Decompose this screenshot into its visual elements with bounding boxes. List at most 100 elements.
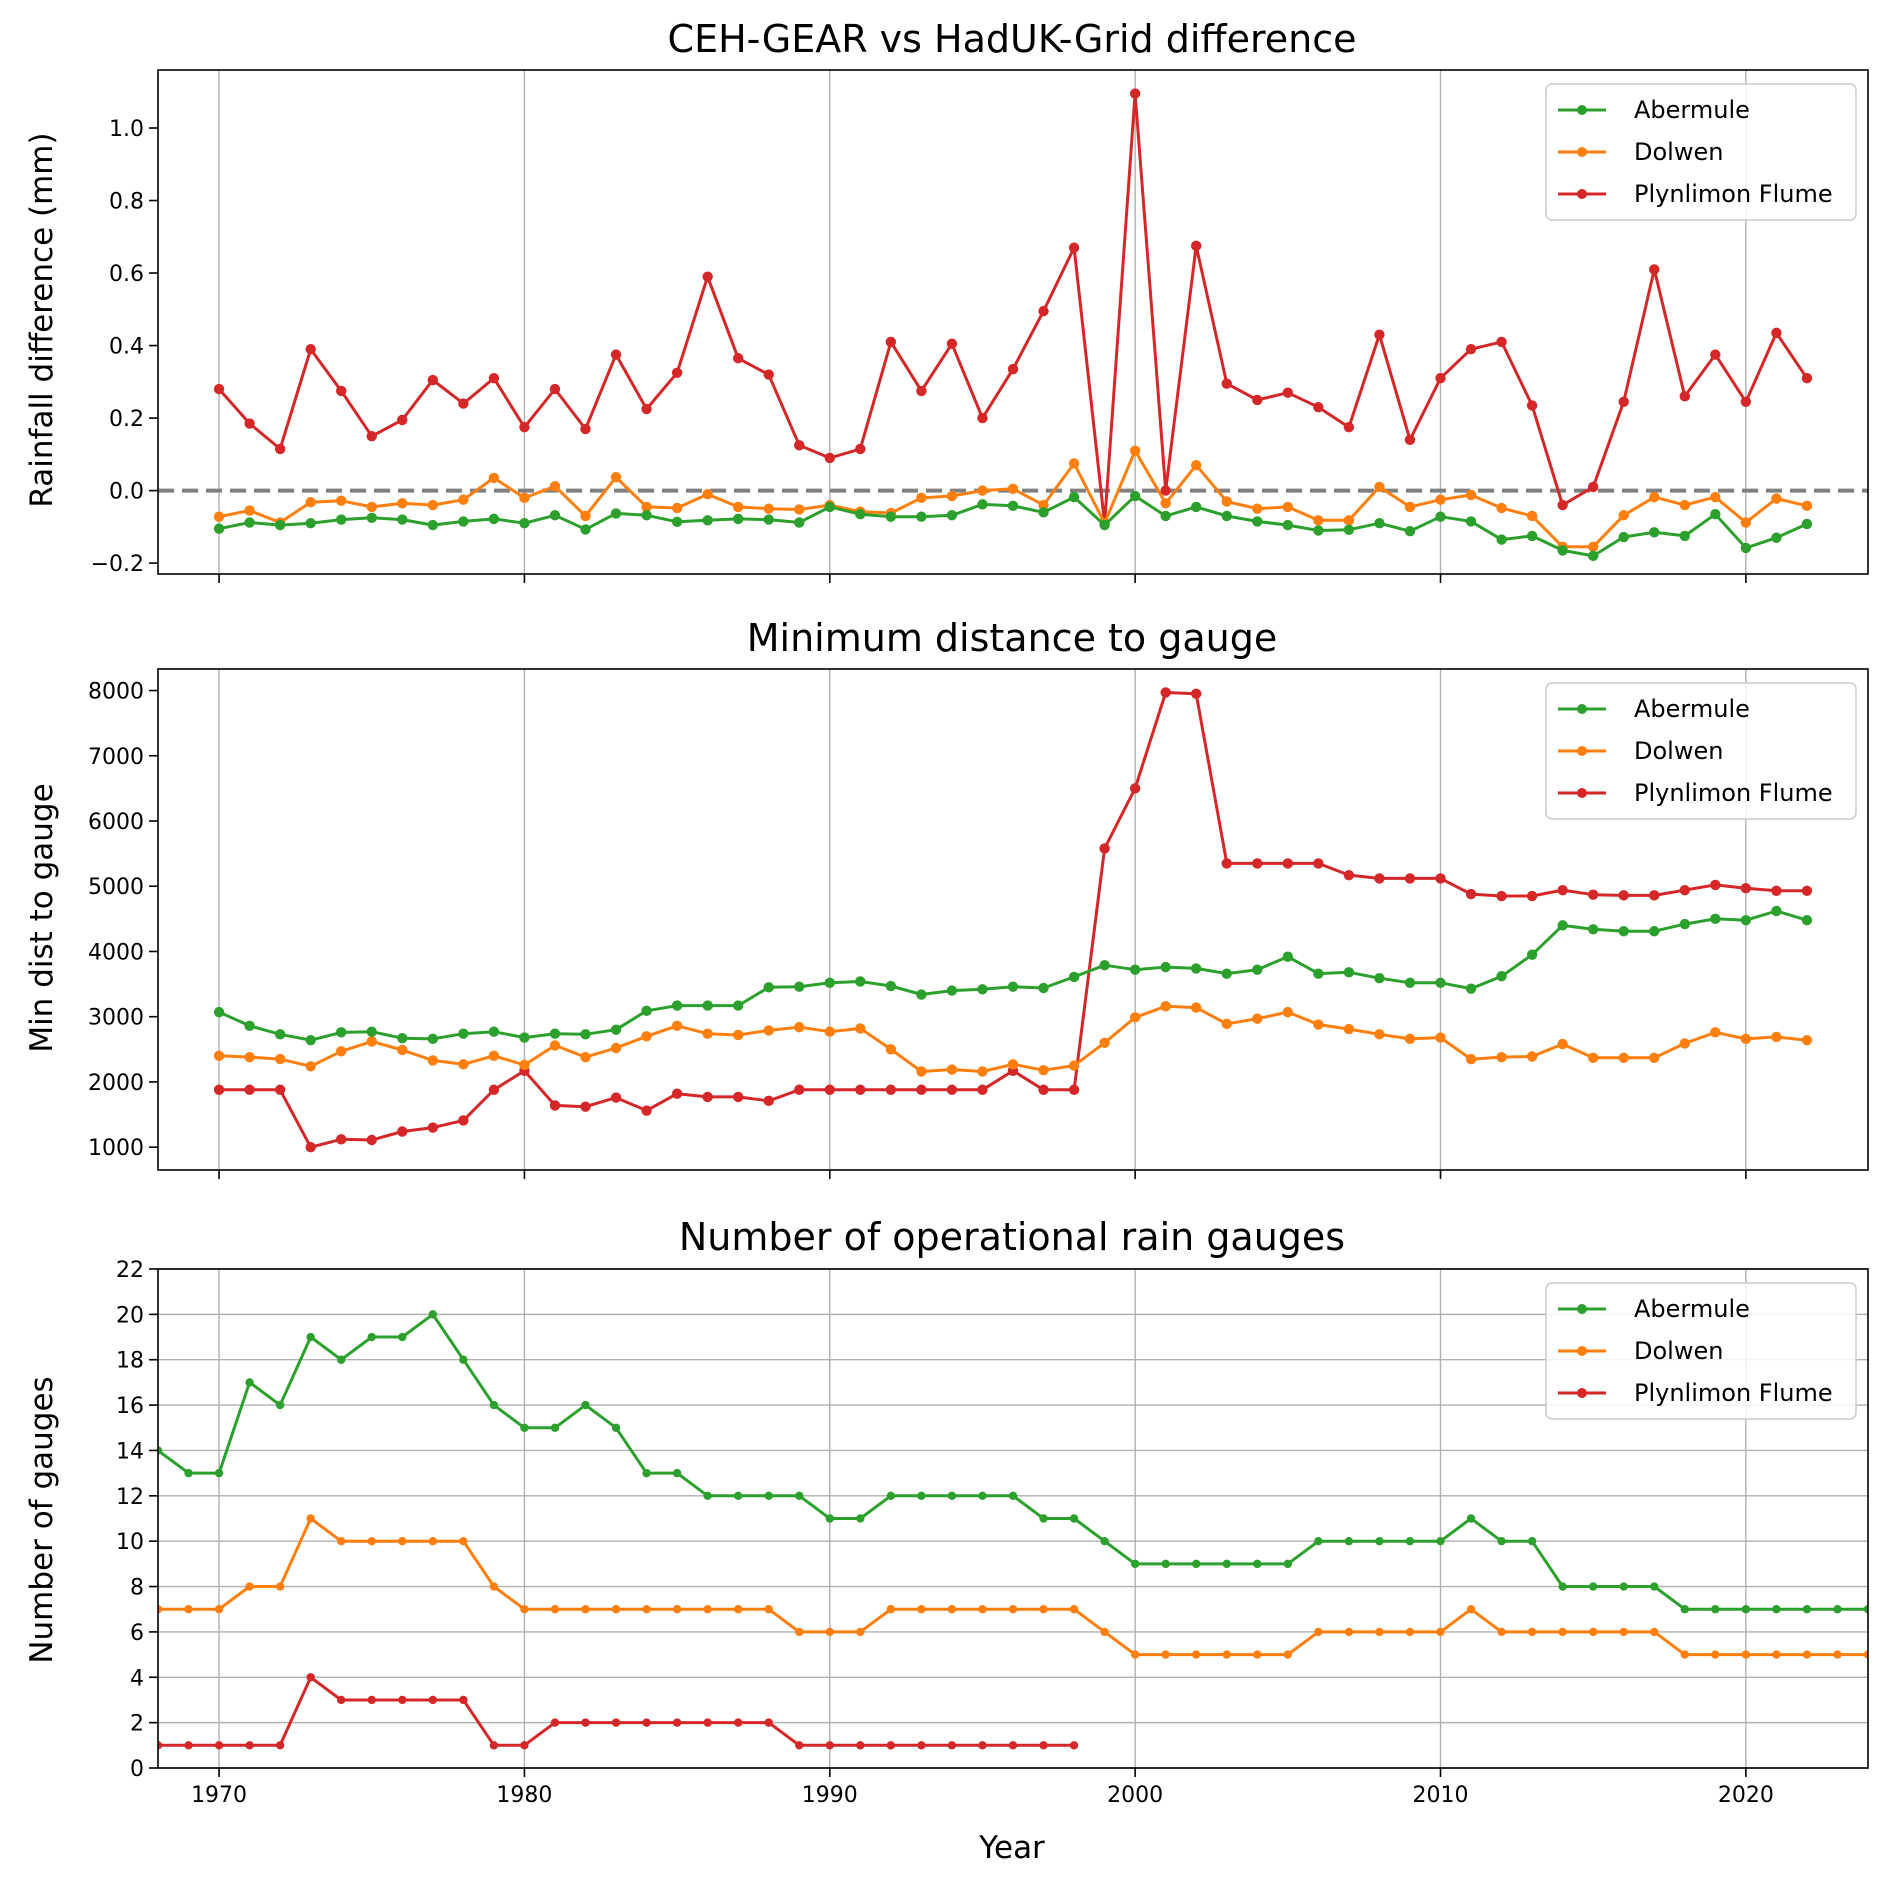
panel-gauge-count-point-dolwen — [795, 1627, 804, 1637]
panel-gauge-count-point-abermule — [1161, 1559, 1170, 1569]
panel-gauge-count-legend-box — [1545, 1282, 1857, 1420]
panel-rainfall-difference-point-dolwen — [702, 489, 713, 500]
panel-gauge-count-point-abermule — [1375, 1536, 1384, 1546]
panel-min-distance-point-plynlimon-flume — [1618, 890, 1629, 901]
panel-rainfall-difference-ytick-label: 1.0 — [109, 117, 144, 142]
panel-min-distance-point-abermule — [1465, 983, 1477, 994]
panel-gauge-count-point-dolwen — [1802, 1650, 1812, 1659]
panel-min-distance-point-plynlimon-flume — [1282, 858, 1294, 869]
panel-gauge-count-point-plynlimon-flume — [306, 1673, 315, 1682]
panel-min-distance-point-abermule — [1343, 967, 1355, 978]
panel-gauge-count-point-dolwen — [1497, 1627, 1506, 1637]
panel-min-distance-point-plynlimon-flume — [1221, 858, 1232, 869]
panel-min-distance-ytick-label: 4000 — [88, 940, 144, 965]
panel-min-distance-point-plynlimon-flume — [1252, 858, 1263, 869]
panel-rainfall-difference-point-plynlimon-flume — [1252, 394, 1263, 406]
panel-gauge-count-point-plynlimon-flume — [581, 1718, 590, 1727]
panel-min-distance-point-plynlimon-flume — [1343, 869, 1355, 881]
panel-min-distance-point-plynlimon-flume — [1465, 888, 1477, 900]
panel-min-distance-point-abermule — [763, 982, 774, 993]
panel-rainfall-difference-ytick-label: 0.6 — [109, 262, 144, 287]
panel-rainfall-difference-legend-label: Plynlimon Flume — [1634, 180, 1833, 208]
panel-gauge-count-ytick-label: 4 — [130, 1666, 144, 1691]
panel-min-distance-line-abermule — [218, 909, 1808, 1042]
panel-min-distance-point-plynlimon-flume — [977, 1084, 988, 1095]
panel-rainfall-difference-point-plynlimon-flume — [1221, 378, 1232, 389]
panel-gauge-count-point-dolwen — [459, 1536, 468, 1546]
panel-gauge-count-point-dolwen — [856, 1627, 865, 1637]
panel-min-distance-point-abermule — [519, 1032, 530, 1043]
panel-rainfall-difference-series-abermule — [213, 490, 1813, 562]
panel-gauge-count-point-dolwen — [581, 1605, 590, 1614]
panel-rainfall-difference-point-abermule — [1129, 490, 1141, 502]
panel-min-distance-point-dolwen — [1557, 1038, 1568, 1050]
panel-rainfall-difference-point-plynlimon-flume — [1557, 499, 1568, 511]
panel-min-distance-point-plynlimon-flume — [1649, 890, 1660, 901]
panel-min-distance-legend-marker — [1577, 704, 1587, 714]
panel-gauge-count-point-dolwen — [1069, 1605, 1079, 1614]
panel-gauge-count-point-dolwen — [1161, 1650, 1170, 1659]
panel-gauge-count-point-dolwen — [1863, 1650, 1868, 1659]
panel-rainfall-difference-point-plynlimon-flume — [427, 374, 439, 386]
panel-gauge-count-point-dolwen — [1741, 1650, 1751, 1659]
panel-gauge-count-point-dolwen — [733, 1605, 743, 1614]
panel-rainfall-difference-point-dolwen — [213, 511, 225, 522]
panel-min-distance-point-abermule — [824, 977, 835, 988]
panel-rainfall-difference-point-dolwen — [1129, 445, 1141, 456]
panel-rainfall-difference-point-dolwen — [916, 492, 927, 504]
panel-rainfall-difference-point-abermule — [1740, 542, 1752, 554]
panel-rainfall-difference-point-abermule — [488, 513, 500, 525]
panel-min-distance-point-plynlimon-flume — [1191, 688, 1202, 699]
panel-rainfall-difference-point-abermule — [580, 524, 591, 535]
panel-rainfall-difference-point-plynlimon-flume — [855, 443, 866, 455]
panel-min-distance-point-dolwen — [1740, 1033, 1752, 1045]
panel-gauge-count-point-dolwen — [1283, 1650, 1293, 1659]
panel-min-distance-point-plynlimon-flume — [855, 1084, 866, 1095]
panel-min-distance-point-abermule — [702, 1000, 713, 1011]
panel-gauge-count-point-plynlimon-flume — [428, 1695, 438, 1705]
panel-gauge-count-point-dolwen — [1039, 1605, 1048, 1614]
panel-gauge-count-point-plynlimon-flume — [672, 1718, 682, 1727]
panel-min-distance-point-plynlimon-flume — [244, 1084, 255, 1095]
panel-min-distance-point-plynlimon-flume — [1710, 879, 1721, 891]
panel-min-distance-point-dolwen — [1099, 1037, 1110, 1048]
panel-min-distance-point-dolwen — [610, 1042, 622, 1054]
panel-gauge-count-point-dolwen — [398, 1536, 407, 1546]
panel-rainfall-difference-point-plynlimon-flume — [1160, 485, 1171, 496]
panel-min-distance-point-abermule — [1435, 977, 1446, 988]
panel-min-distance-point-dolwen — [488, 1050, 500, 1062]
panel-min-distance-point-abermule — [1191, 963, 1202, 974]
panel-min-distance-point-dolwen — [1496, 1051, 1507, 1063]
panel-min-distance-legend: Abermule Dolwen Plynlimon Flume — [1545, 682, 1857, 820]
panel-gauge-count-point-abermule — [978, 1491, 987, 1501]
panel-rainfall-difference-point-dolwen — [580, 510, 591, 522]
panel-gauge-count-ytick-label: 20 — [116, 1303, 144, 1328]
panel-min-distance-point-plynlimon-flume — [213, 1084, 225, 1095]
panel-gauge-count-xtick-label: 1980 — [496, 1783, 552, 1808]
panel-min-distance-point-abermule — [1496, 971, 1507, 982]
panel-gauge-count-ytick-label: 12 — [116, 1485, 144, 1510]
panel-min-distance-point-plynlimon-flume — [1129, 783, 1141, 794]
panel-gauge-count-point-plynlimon-flume — [825, 1741, 834, 1750]
panel-rainfall-difference-point-abermule — [1191, 501, 1202, 513]
panel-gauge-count-point-dolwen — [1222, 1650, 1231, 1659]
panel-rainfall-difference-point-dolwen — [366, 501, 377, 513]
panel-gauge-count-ytick-label: 22 — [116, 1258, 144, 1283]
panel-rainfall-difference-point-plynlimon-flume — [1343, 421, 1355, 433]
panel-rainfall-difference-point-abermule — [397, 514, 408, 525]
panel-min-distance-point-abermule — [794, 981, 805, 992]
panel-gauge-count-point-abermule — [947, 1491, 957, 1501]
panel-min-distance-point-abermule — [1557, 920, 1568, 931]
panel-gauge-count-point-abermule — [184, 1468, 193, 1478]
panel-rainfall-difference-legend-label: Dolwen — [1634, 138, 1723, 166]
panel-min-distance-point-plynlimon-flume — [1160, 687, 1171, 698]
panel-rainfall-difference-point-plynlimon-flume — [1007, 363, 1019, 375]
panel-min-distance-point-abermule — [1282, 951, 1294, 962]
panel-min-distance-point-plynlimon-flume — [946, 1084, 958, 1095]
panel-min-distance-point-plynlimon-flume — [824, 1084, 835, 1095]
panel-gauge-count-point-dolwen — [1772, 1650, 1781, 1659]
panel-min-distance-point-dolwen — [244, 1051, 255, 1063]
panel-gauge-count-point-plynlimon-flume — [764, 1718, 773, 1727]
panel-min-distance-point-dolwen — [1221, 1018, 1232, 1030]
